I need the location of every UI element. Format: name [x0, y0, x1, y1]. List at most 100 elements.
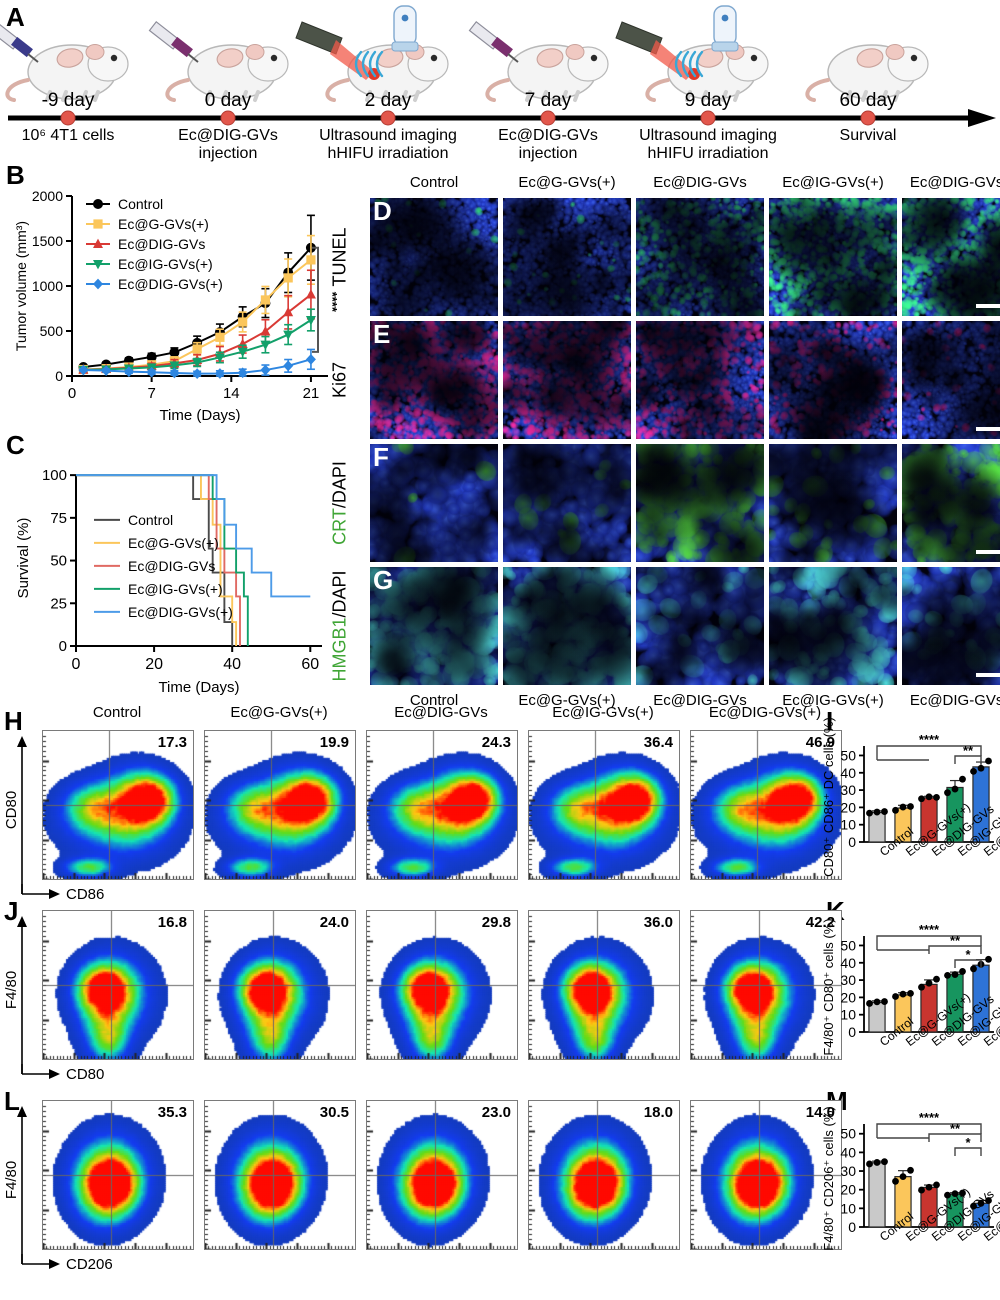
data-point [985, 757, 992, 765]
flow-y-axis-label: F4/80 [3, 1161, 20, 1199]
if-row-label-part: /DAPI [329, 570, 350, 618]
y-tick-label: 50 [840, 1126, 856, 1142]
survival-chart: 0 25 50 75 100 0 20 40 60 Time (Days) Survival (%)… [10, 448, 350, 698]
x-tick-label: 7 [147, 385, 155, 402]
panel-letter-F: F [373, 444, 389, 472]
if-image [636, 444, 764, 562]
legend-label: Ec@IG-GVs(+) [118, 256, 213, 272]
timeline-caption: Ec@DIG-GVs [178, 127, 278, 144]
data-point [951, 785, 959, 793]
legend-label: Ec@DIG-GVs [128, 558, 215, 574]
flow-y-axis-label: F4/80 [3, 971, 20, 1009]
y-tick-label: 20 [840, 1182, 856, 1198]
if-image [636, 567, 764, 685]
y-tick-label: 10 [840, 817, 856, 833]
significance-label: **** [919, 732, 940, 747]
data-point [959, 1189, 966, 1197]
panel-letter-H: H [4, 706, 23, 736]
data-point [907, 990, 914, 997]
timeline-day-label: 9 day [685, 90, 732, 111]
timeline-day-label: 7 day [525, 90, 572, 111]
series-Ec@DIG-GVs(+) [78, 348, 316, 380]
data-point [959, 968, 966, 975]
significance-label: **** [919, 1110, 940, 1125]
flow-cytometry-plot: 19.9 [204, 730, 356, 880]
significance-bracket: * [954, 1135, 982, 1156]
y-tick-label: 30 [840, 782, 856, 798]
timeline-caption: Ultrasound imaging [319, 127, 457, 144]
data-point [944, 789, 951, 797]
data-point [918, 795, 925, 803]
flow-cytometry-plot: 14.0 [690, 1100, 842, 1250]
significance-label: ** [950, 933, 961, 948]
timeline-caption-2: injection [199, 145, 258, 162]
data-point [951, 1190, 959, 1198]
flow-gate-percentage: 36.0 [643, 914, 673, 931]
bar-chart-I: 0 10 20 30 40 50 CD80⁺ CD86⁺ DC cells (%) **** *… [821, 717, 1000, 900]
panel-letter-E: E [373, 321, 391, 349]
if-column-label-top: Ec@DIG-GVs(+) [909, 174, 1000, 191]
data-point [933, 975, 940, 983]
flow-y-axis: CD80 [3, 736, 27, 894]
flow-cytometry-plot: 46.9 [690, 730, 842, 880]
flow-gate-percentage: 19.9 [319, 734, 349, 751]
significance-label: **** [919, 922, 940, 937]
significance-bracket: ** [928, 933, 982, 954]
data-point [925, 793, 933, 801]
if-row-label: HMGB1/DAPI [330, 566, 351, 686]
mouse-illustration [485, 44, 609, 102]
x-tick-label: 14 [223, 385, 240, 402]
immunofluorescence-grid: Control Ec@G-GVs(+) Ec@DIG-GVs Ec@IG-GVs(+)… [326, 172, 1000, 709]
if-column-label-bottom: Control [409, 692, 459, 709]
y-tick-label: 40 [840, 765, 856, 781]
significance-label: * [965, 1135, 971, 1150]
bar [868, 811, 886, 843]
timeline-marker [860, 110, 876, 126]
data-point [970, 767, 977, 775]
if-image: E [370, 321, 498, 439]
data-point [866, 809, 873, 817]
if-image: F [370, 444, 498, 562]
if-column-label-top: Ec@IG-GVs(+) [782, 174, 884, 191]
flow-x-axis-label: CD206 [66, 1256, 113, 1273]
panel-letter-D: D [373, 198, 392, 226]
flow-cytometry-plot: 24.3 [366, 730, 518, 880]
y-tick-label: 50 [840, 937, 856, 953]
if-image: G [370, 567, 498, 685]
data-point [892, 806, 899, 814]
significance-label: ** [950, 1121, 961, 1136]
bar [868, 1001, 886, 1033]
y-tick-label: 0 [848, 1024, 856, 1040]
significance-bracket: **** [876, 1110, 982, 1139]
flow-cytometry-plot: 30.5 [204, 1100, 356, 1250]
legend-item: Ec@DIG-GVs [86, 236, 205, 252]
panel-letter-B: B [6, 160, 25, 190]
data-point [873, 1159, 881, 1166]
flow-gate-percentage: 46.9 [805, 734, 835, 751]
panel-letter-I: I [826, 706, 834, 736]
flow-cytometry-plot: 18.0 [528, 1100, 680, 1250]
timeline-caption: Ultrasound imaging [639, 127, 777, 144]
flow-x-axis-label: CD86 [66, 886, 104, 903]
timeline-day-label: 60 day [839, 90, 897, 111]
y-tick-label: 10 [840, 1007, 856, 1023]
y-tick-label: 75 [50, 510, 67, 527]
y-axis-label: CD80⁺ CD86⁺ DC cells (%) [821, 717, 836, 877]
y-tick-label: 2000 [32, 188, 63, 204]
if-image [636, 198, 764, 316]
scale-bar [976, 304, 1000, 308]
data-point [985, 955, 992, 963]
x-tick-label: 0 [68, 385, 76, 402]
data-point [951, 971, 959, 978]
data-point [866, 1000, 873, 1007]
timeline-caption-2: injection [519, 145, 578, 162]
syringe-icon [148, 20, 199, 63]
flow-gate-percentage: 16.8 [157, 914, 187, 931]
if-row-label-part: /DAPI [329, 461, 350, 509]
y-axis-label: F4/80⁺ CD206⁺ cells (%) [821, 1106, 836, 1251]
data-point [881, 808, 888, 815]
bar-chart-K: 0 10 20 30 40 50 F4/80⁺ CD80⁺ cells (%) **** ** *… [821, 912, 1000, 1090]
scale-bar [976, 673, 1000, 677]
if-row-label: Ki67 [329, 361, 350, 399]
significance-bracket: ** [928, 1121, 982, 1142]
